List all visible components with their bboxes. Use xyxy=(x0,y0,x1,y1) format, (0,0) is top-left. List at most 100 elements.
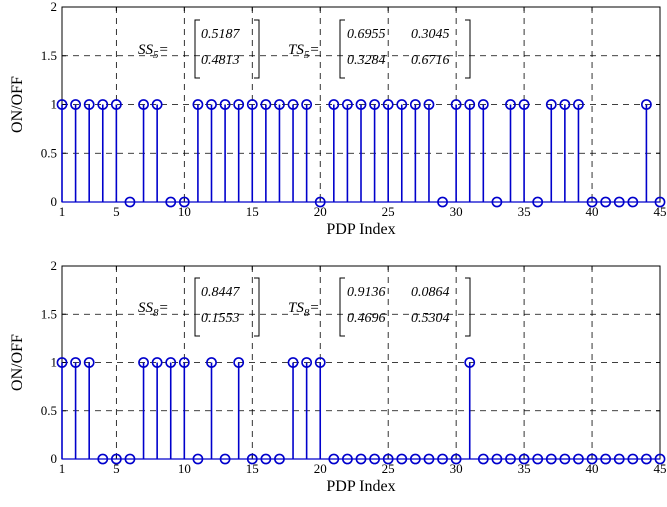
x-tick-label: 5 xyxy=(113,204,120,219)
ts-label-subscript: 5 xyxy=(304,49,310,61)
x-tick-label: 30 xyxy=(450,204,463,219)
x-tick-label: 25 xyxy=(382,461,395,476)
stem-marker xyxy=(233,357,245,368)
x-tick-label: 40 xyxy=(586,461,599,476)
stem-marker xyxy=(396,99,408,110)
x-axis-label: PDP Index xyxy=(326,221,395,238)
y-tick-label: 1 xyxy=(51,355,58,370)
stem-marker xyxy=(573,99,584,110)
y-tick-label: 1.5 xyxy=(41,48,57,63)
stem-marker xyxy=(342,99,353,110)
ss-matrix-cell: 0.4813 xyxy=(201,53,240,68)
stem-marker xyxy=(545,99,557,110)
stem-marker xyxy=(246,99,258,110)
ts-label-subscript: 8 xyxy=(304,307,310,319)
x-tick-label: 35 xyxy=(518,461,531,476)
ts-matrix-right-bracket xyxy=(465,19,471,79)
x-tick-label: 15 xyxy=(246,461,259,476)
ss-matrix-cell: 0.5187 xyxy=(201,27,241,42)
ts-matrix-cell: 0.6716 xyxy=(411,53,450,68)
y-tick-label: 2 xyxy=(51,0,58,14)
stem-marker xyxy=(206,357,217,368)
stem-marker xyxy=(369,99,380,110)
ss-label-name: SS xyxy=(138,42,154,58)
ss-matrix-left-bracket xyxy=(194,277,200,337)
stem-marker xyxy=(477,99,489,110)
stem-marker xyxy=(97,99,109,110)
stem-marker xyxy=(301,357,313,368)
x-tick-label: 10 xyxy=(178,204,191,219)
ts-matrix-cell: 0.3284 xyxy=(347,53,386,68)
stem-marker xyxy=(56,357,68,368)
stem-marker xyxy=(178,357,190,368)
stem-marker xyxy=(464,357,476,368)
x-tick-label: 20 xyxy=(314,461,327,476)
stem-marker xyxy=(423,99,435,110)
stem-marker xyxy=(219,99,231,110)
x-tick-label: 35 xyxy=(518,204,531,219)
stem-marker xyxy=(151,357,163,368)
stem-marker xyxy=(70,357,81,368)
stem-marker xyxy=(165,357,177,368)
ts-label-name: TS xyxy=(288,300,304,316)
stem-marker xyxy=(382,99,394,110)
x-tick-label: 45 xyxy=(654,461,667,476)
stem-marker xyxy=(233,99,245,110)
ss-label: SS5= xyxy=(138,42,169,61)
y-tick-label: 1 xyxy=(51,97,58,112)
y-tick-label: 0.5 xyxy=(41,403,57,418)
ts-matrix-cell: 0.4696 xyxy=(347,311,386,326)
x-tick-label: 10 xyxy=(178,461,191,476)
x-tick-label: 15 xyxy=(246,204,259,219)
stem-series xyxy=(56,99,666,208)
x-axis-label: PDP Index xyxy=(326,478,395,495)
stem-marker xyxy=(260,99,272,110)
stem-marker xyxy=(328,99,340,110)
equals-sign: = xyxy=(159,42,169,58)
ts-matrix-cell: 0.9136 xyxy=(347,285,386,300)
ss-matrix-left-bracket xyxy=(194,19,200,79)
equals-sign: = xyxy=(309,300,319,316)
x-tick-label: 30 xyxy=(450,461,463,476)
ss-label-name: SS xyxy=(138,300,154,316)
stem-marker xyxy=(450,99,462,110)
equals-sign: = xyxy=(309,42,319,58)
ss-label-subscript: 5 xyxy=(153,49,159,61)
stem-marker xyxy=(70,99,81,110)
stem-marker xyxy=(559,99,571,110)
ts-label-name: TS xyxy=(288,42,304,58)
ss-matrix-cell: 0.8447 xyxy=(201,285,241,300)
ss-label: SS8= xyxy=(138,300,169,319)
x-tick-label: 1 xyxy=(59,461,66,476)
x-tick-label: 5 xyxy=(113,461,120,476)
y-tick-label: 0 xyxy=(51,451,58,466)
equals-sign: = xyxy=(159,300,169,316)
y-tick-label: 0.5 xyxy=(41,145,57,160)
stem-marker xyxy=(83,357,95,368)
y-axis-label: ON/OFF xyxy=(9,76,26,133)
stem-marker xyxy=(641,99,652,110)
ts-label: TS5= xyxy=(288,42,319,61)
ts-matrix-left-bracket xyxy=(339,19,345,79)
ts-matrix-left-bracket xyxy=(339,277,345,337)
ss-matrix-right-bracket xyxy=(254,277,260,337)
stem-marker xyxy=(110,99,122,110)
ts-matrix-cell: 0.5304 xyxy=(411,311,450,326)
stem-marker xyxy=(274,99,285,110)
stem-marker xyxy=(151,99,163,110)
stem-marker xyxy=(138,357,149,368)
ss-label-subscript: 8 xyxy=(153,307,159,319)
stem-marker xyxy=(192,99,204,110)
y-axis-label: ON/OFF xyxy=(9,334,26,391)
x-tick-label: 45 xyxy=(654,204,667,219)
stem-marker xyxy=(464,99,476,110)
stem-marker xyxy=(287,99,299,110)
x-tick-label: 20 xyxy=(314,204,327,219)
y-tick-label: 0 xyxy=(51,194,58,209)
stem-marker xyxy=(314,357,326,368)
x-tick-label: 25 xyxy=(382,204,395,219)
